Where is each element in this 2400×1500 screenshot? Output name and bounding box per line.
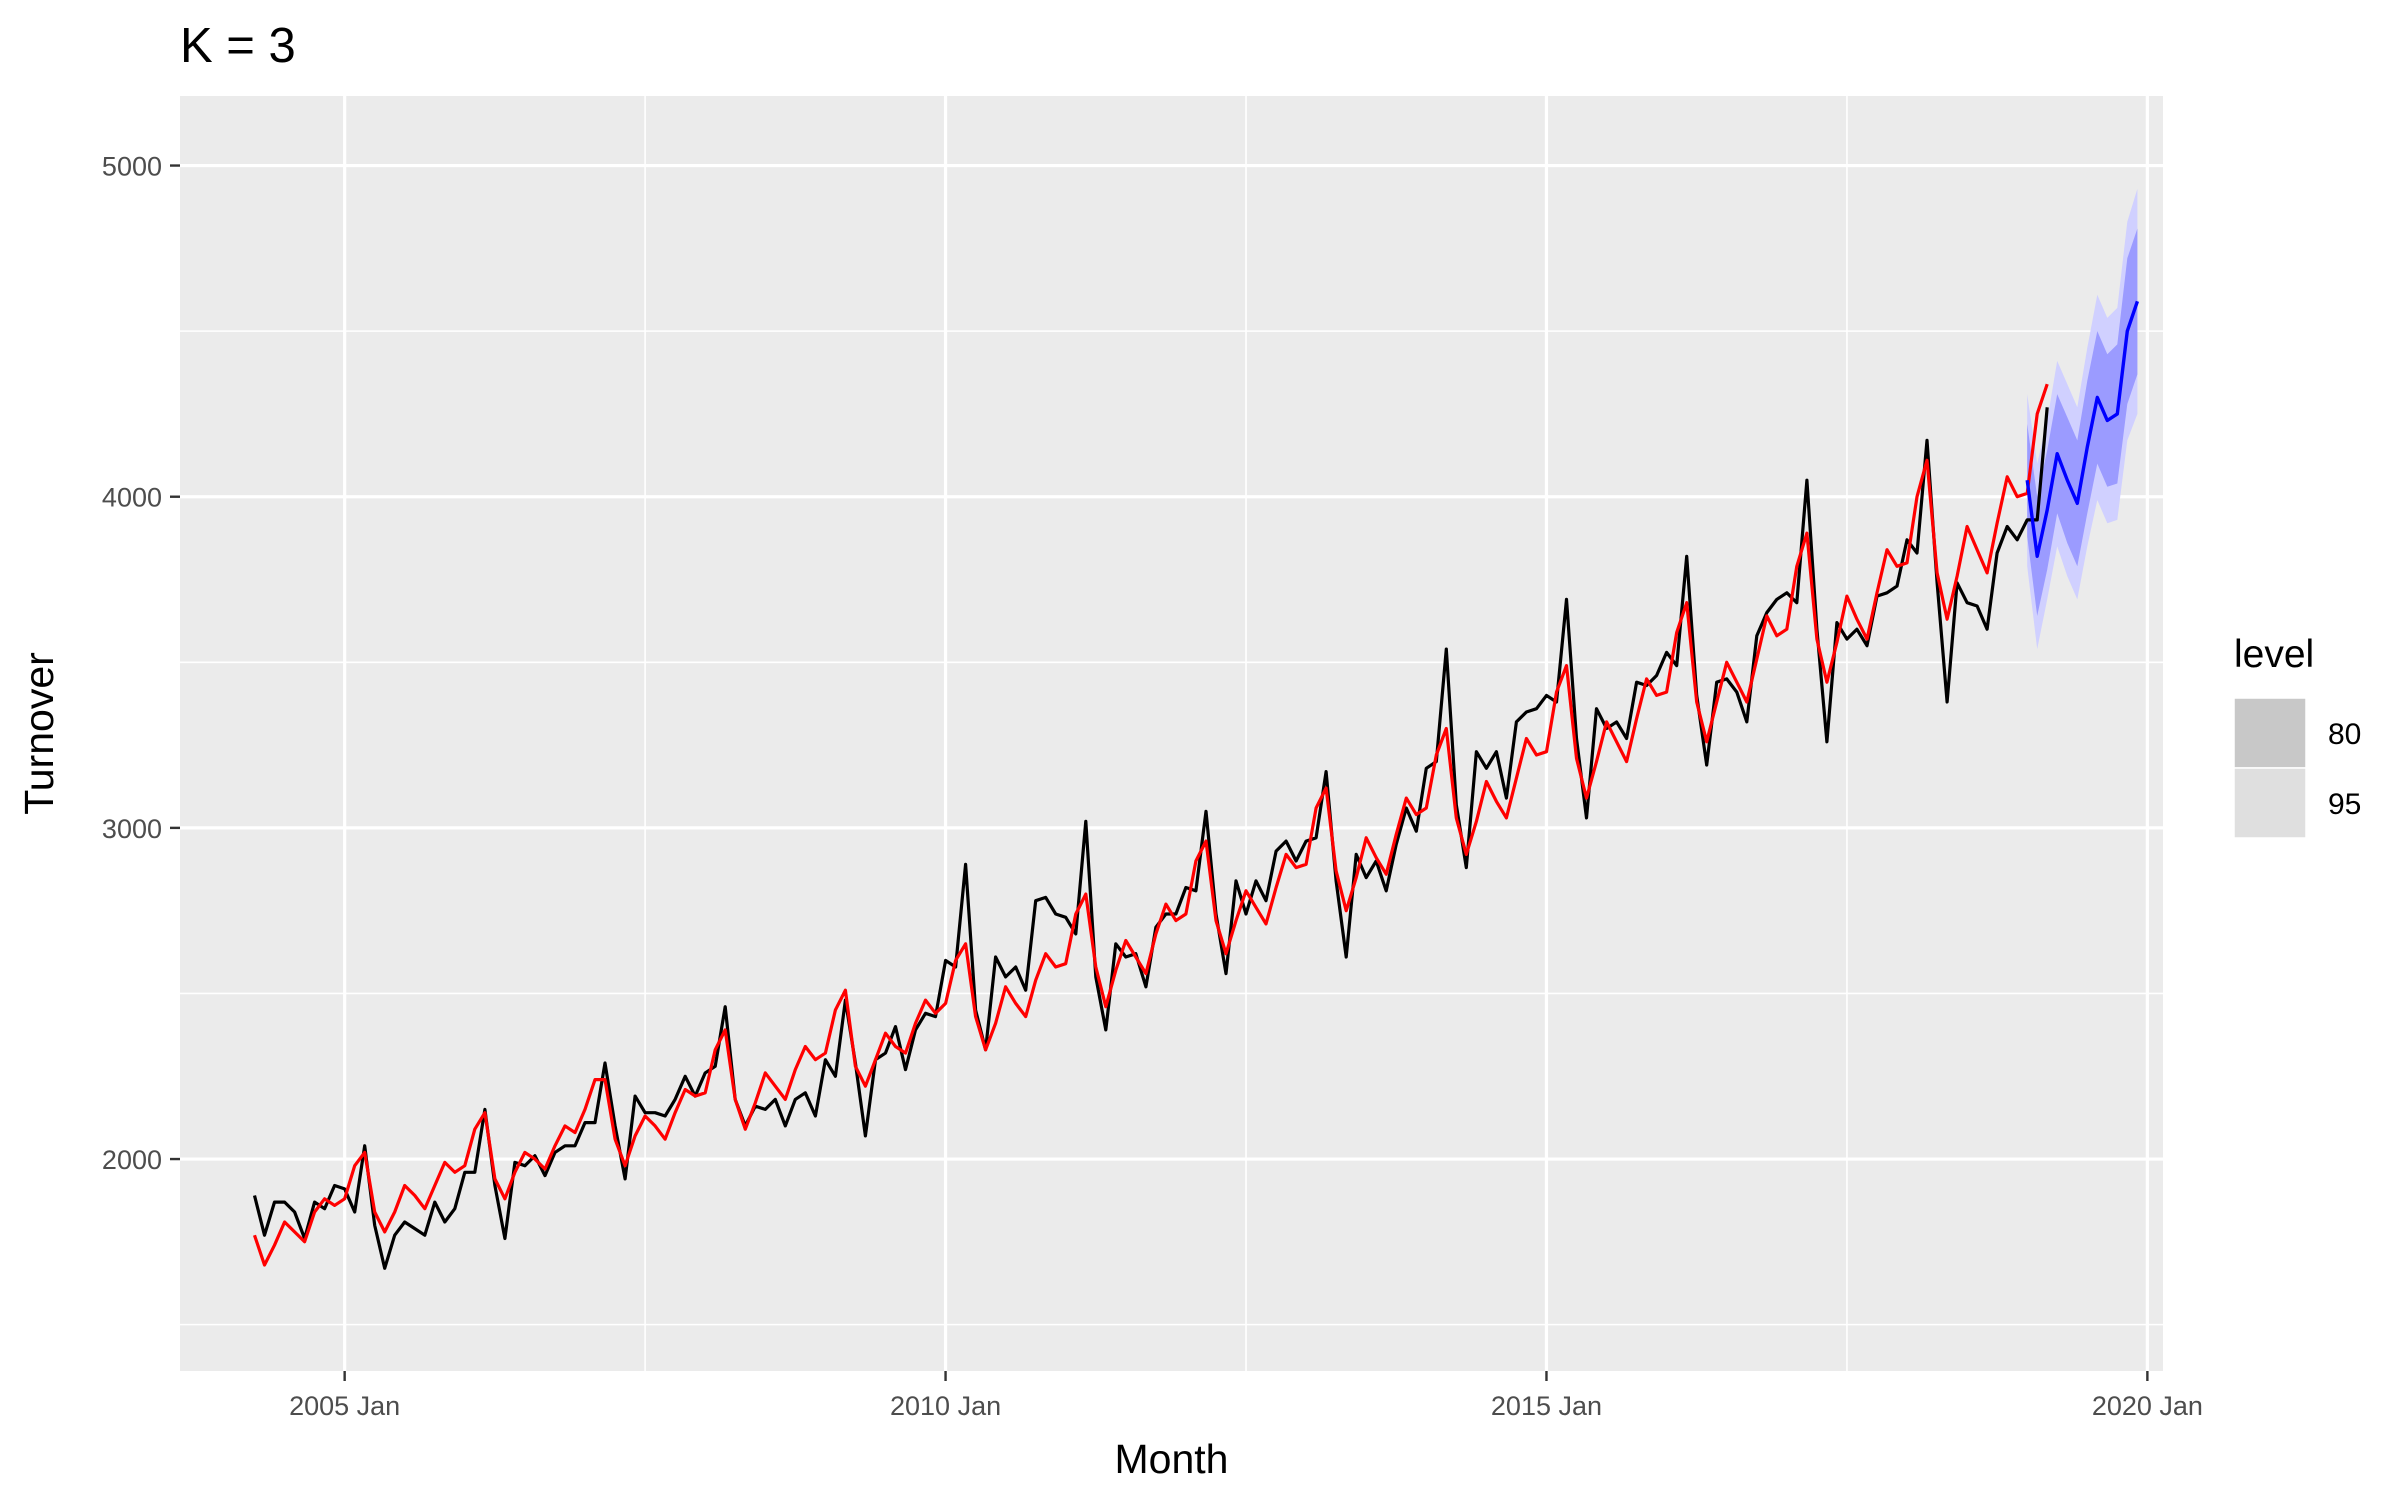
legend-title: level bbox=[2234, 633, 2314, 676]
x-axis-title: Month bbox=[1115, 1436, 1229, 1482]
axes: 2005 Jan 2010 Jan 2015 Jan 2020 Jan 2000 3000… bbox=[102, 152, 2203, 1421]
y-tick-label: 2000 bbox=[102, 1145, 162, 1175]
legend: level 80 95 bbox=[2233, 633, 2361, 839]
x-tick-label: 2015 Jan bbox=[1491, 1391, 1602, 1421]
forecast-mean-line bbox=[2025, 300, 2140, 558]
y-axis-title: Turnover bbox=[16, 652, 62, 815]
legend-label-95: 95 bbox=[2328, 788, 2361, 821]
x-tick-label: 2010 Jan bbox=[890, 1391, 1001, 1421]
y-tick-label: 3000 bbox=[102, 814, 162, 844]
chart-title: K = 3 bbox=[180, 19, 296, 73]
x-tick-label: 2020 Jan bbox=[2092, 1391, 2203, 1421]
major-gridlines bbox=[180, 96, 2163, 1371]
prediction-intervals bbox=[2027, 188, 2138, 650]
y-tick-label: 4000 bbox=[102, 483, 162, 513]
series-lines bbox=[252, 300, 2140, 1270]
legend-label-80: 80 bbox=[2328, 718, 2361, 751]
minor-gridlines bbox=[180, 96, 2163, 1371]
fitted-series-line bbox=[252, 383, 2049, 1267]
legend-key-95 bbox=[2233, 767, 2307, 839]
x-tick-label: 2005 Jan bbox=[289, 1391, 400, 1421]
y-tick-label: 5000 bbox=[102, 152, 162, 182]
legend-key-80 bbox=[2233, 697, 2307, 769]
plot-panel bbox=[180, 96, 2163, 1371]
band-80 bbox=[2027, 228, 2138, 616]
